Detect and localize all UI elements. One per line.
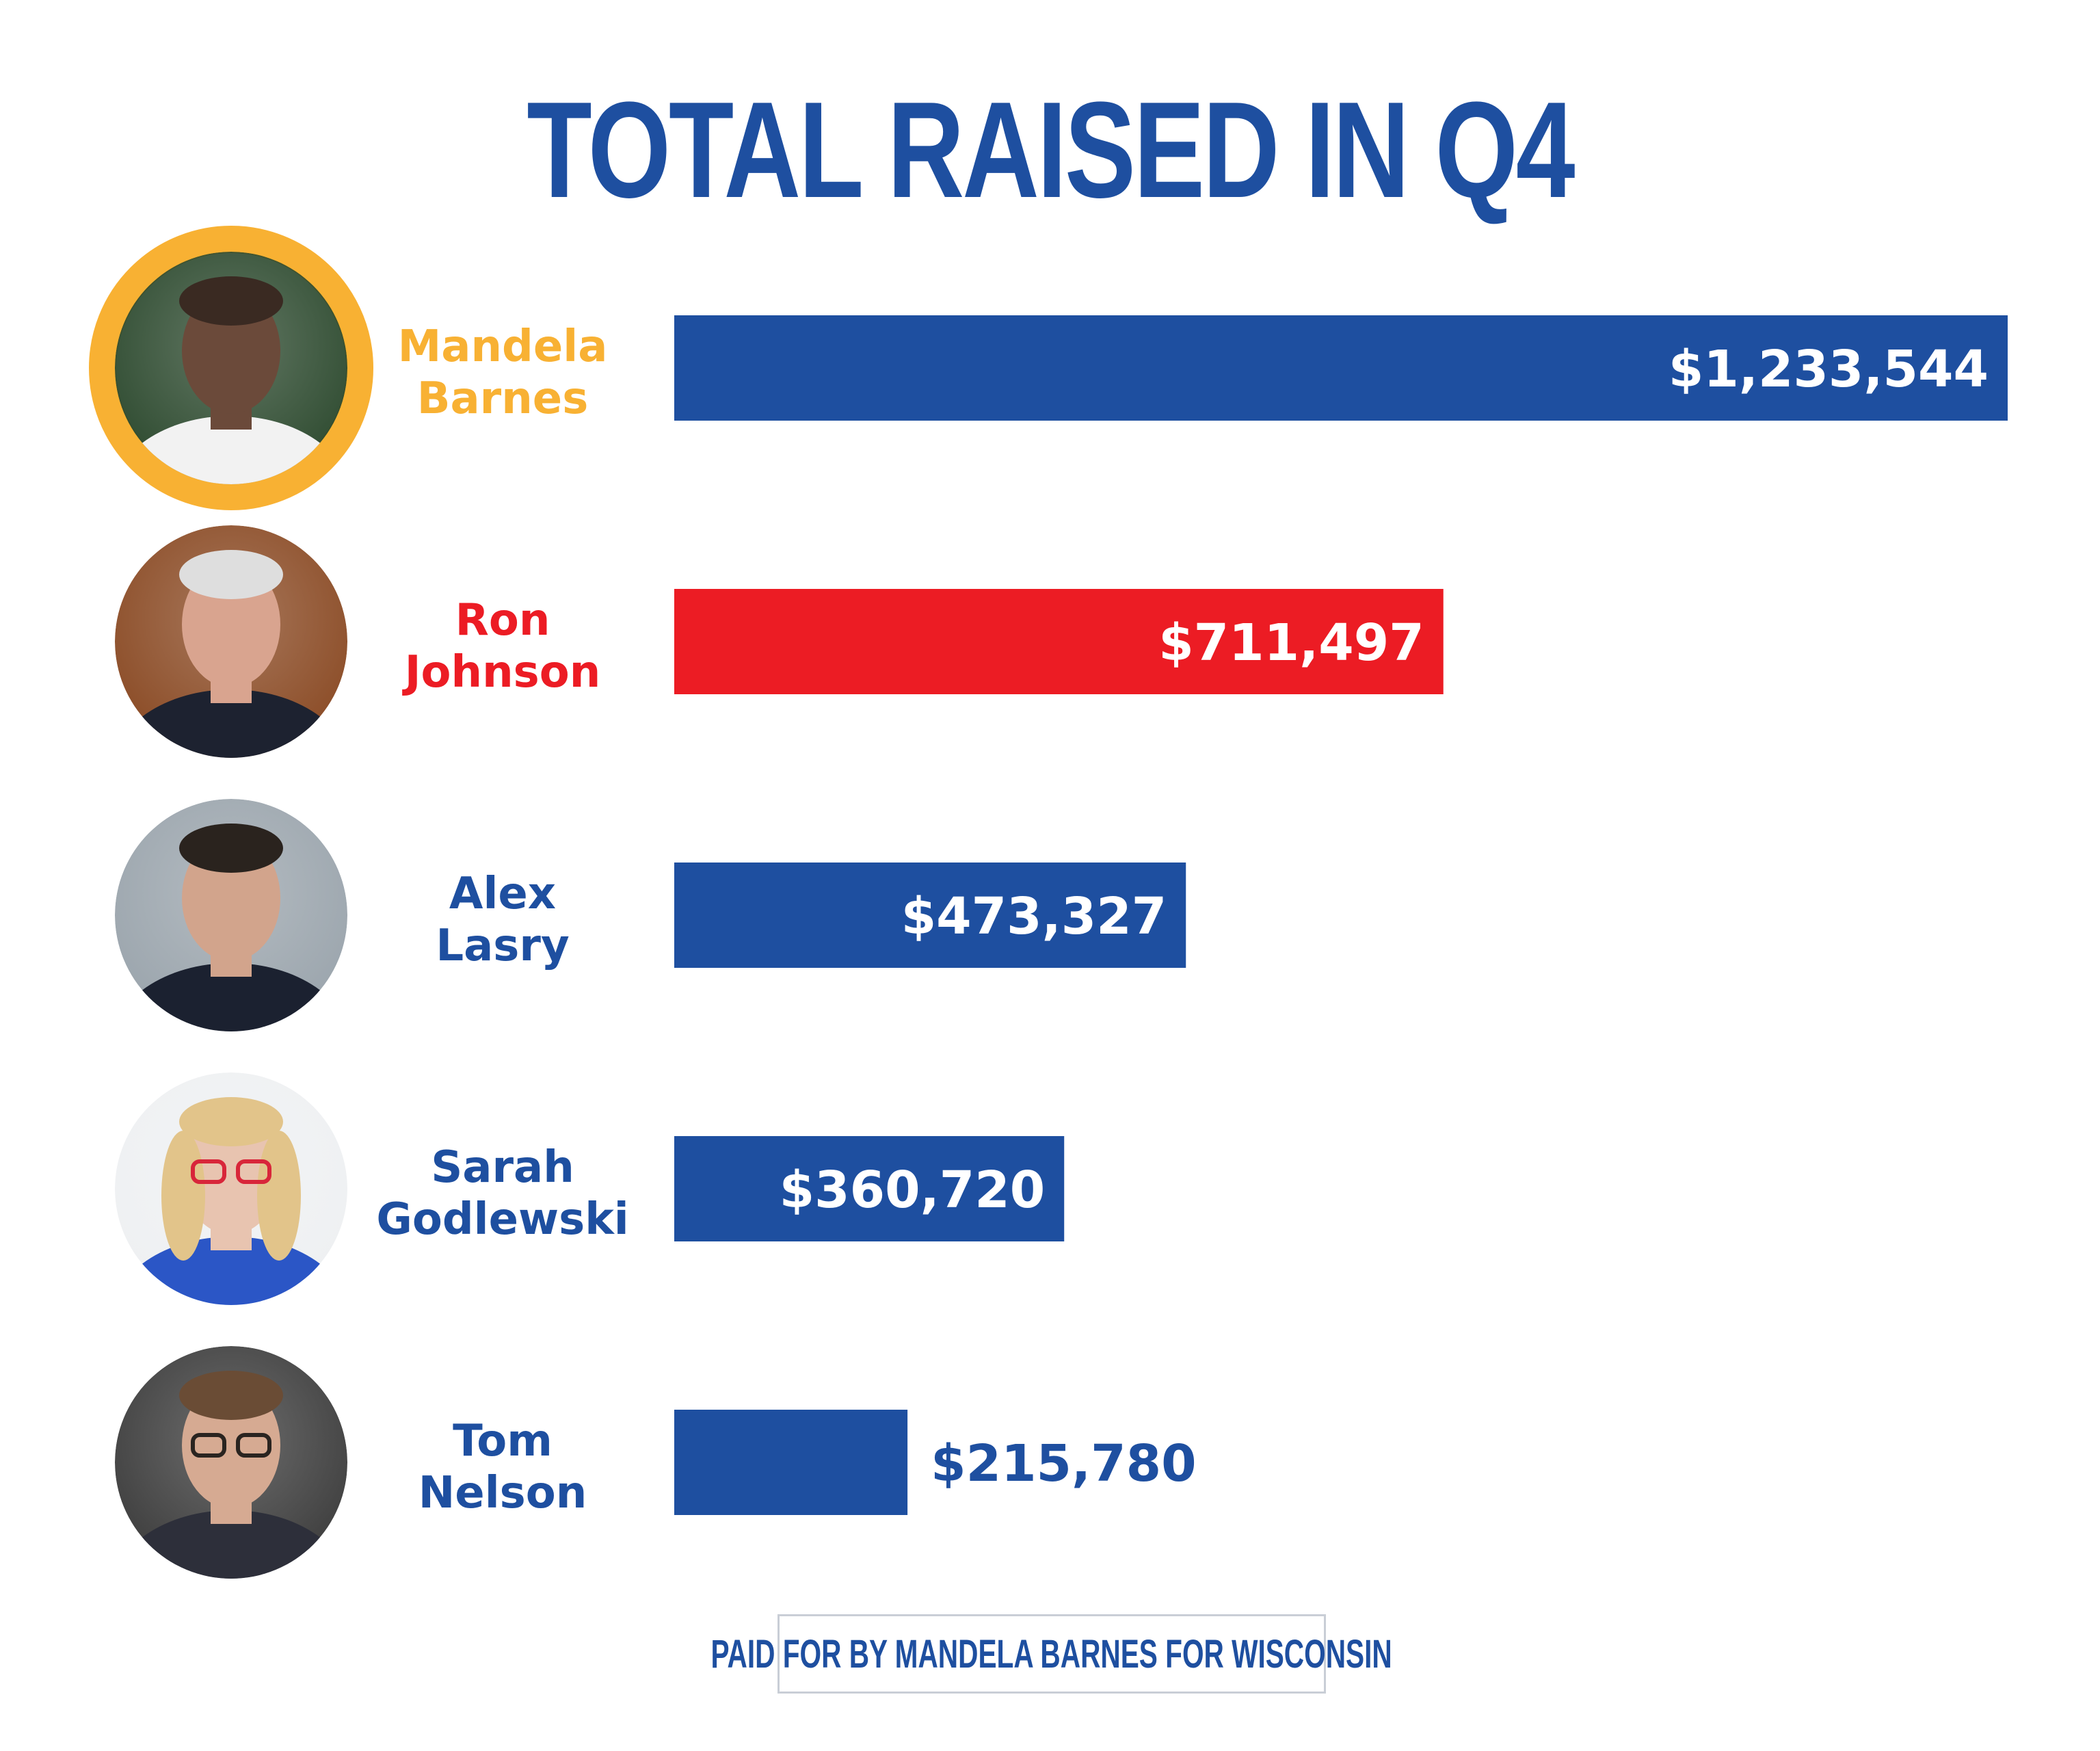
bar-sarah-godlewski	[674, 1136, 1065, 1241]
bar-mandela-barnes	[674, 315, 2008, 421]
name-label-ron-johnson: Ron Johnson	[402, 595, 601, 698]
bar-alex-lasry	[674, 863, 1186, 968]
disclaimer-box: PAID FOR BY MANDELA BARNES FOR WISCONSIN	[711, 1614, 1392, 1694]
name-label-mandela-barnes: Mandela Barnes	[398, 321, 608, 424]
value-label-mandela-barnes: $1,233,544	[1669, 340, 1989, 399]
avatar-alex-lasry	[115, 799, 347, 1031]
value-label-sarah-godlewski: $360,720	[780, 1161, 1046, 1220]
avatar-ron-johnson	[115, 525, 347, 758]
value-label-alex-lasry: $473,327	[901, 887, 1167, 946]
chart-title: TOTAL RAISED IN Q4	[527, 74, 1575, 226]
value-label-tom-nelson: $215,780	[931, 1434, 1197, 1493]
avatar-tom-nelson	[115, 1346, 347, 1579]
avatar-mandela-barnes	[115, 252, 347, 484]
name-label-alex-lasry: Alex Lasry	[436, 869, 569, 971]
avatar-sarah-godlewski	[115, 1072, 347, 1305]
disclaimer-text: PAID FOR BY MANDELA BARNES FOR WISCONSIN	[710, 1631, 1393, 1676]
bar-ron-johnson	[674, 589, 1444, 694]
bar-tom-nelson	[674, 1410, 908, 1515]
value-label-ron-johnson: $711,497	[1158, 614, 1424, 672]
name-label-tom-nelson: Tom Nelson	[418, 1416, 587, 1518]
avatar-ring-mandela-barnes	[89, 226, 373, 510]
name-label-sarah-godlewski: Sarah Godlewski	[376, 1142, 628, 1245]
